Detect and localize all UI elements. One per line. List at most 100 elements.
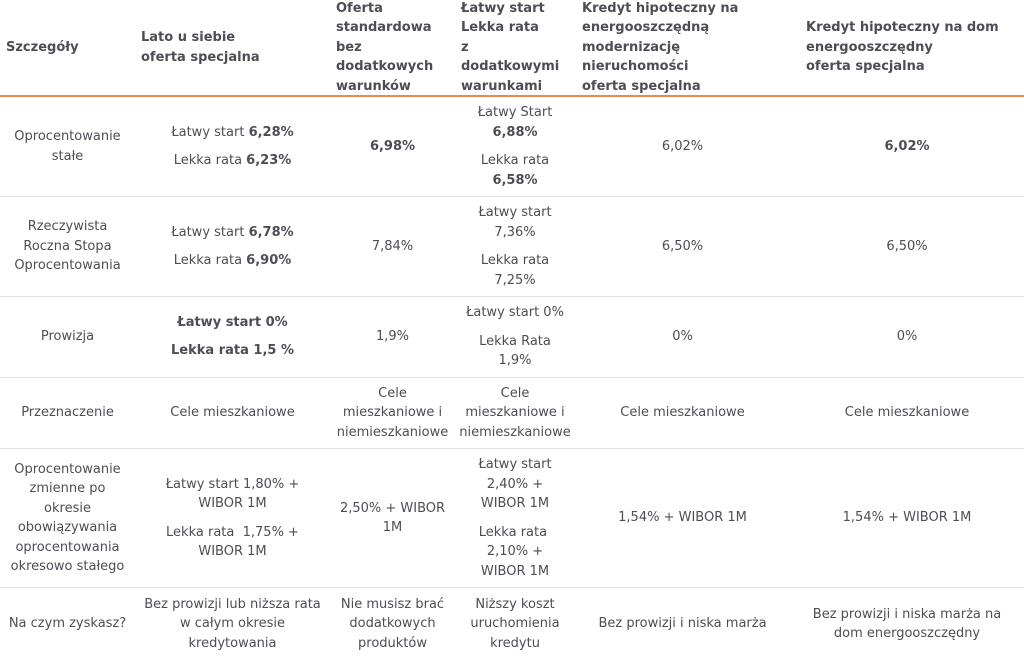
table-cell: Łatwy Start 6,88% Lekka rata 6,58% (455, 97, 575, 196)
cell-line: Łatwy start 6,78% (171, 223, 293, 243)
column-header-line: Kredyt hipoteczny na (582, 0, 739, 16)
table-cell: Bez prowizji i niska marża (575, 588, 790, 656)
table-row: Oprocentowanie stałe Łatwy start 6,28% Lek… (0, 97, 1024, 197)
column-header: Kredyt hipoteczny na energooszczędną mode… (575, 0, 790, 96)
cell-text: Łatwy start 2,40% + WIBOR 1M (478, 457, 552, 511)
cell-text: 1,54% + WIBOR 1M (842, 510, 972, 526)
cell-line: 1,9% (376, 327, 409, 347)
cell-text: 0% (672, 329, 693, 344)
cell-line: Łatwy start 2,40% + WIBOR 1M (463, 455, 567, 514)
cell-line: Bez prowizji i niska marża na dom energo… (798, 605, 1016, 644)
cell-line: Lekka rata 2,10% + WIBOR 1M (463, 523, 567, 582)
column-header: Łatwy start Lekka rata z dodatkowymi warunk… (455, 0, 575, 96)
table-cell: 7,84% (330, 197, 455, 296)
table-cell: 2,50% + WIBOR 1M (330, 449, 455, 587)
table-row: Na czym zyskasz? Bez prowizji lub niższa … (0, 588, 1024, 656)
table-cell: Niższy koszt uruchomienia kredytu (455, 588, 575, 656)
cell-text: Lekka rata 7,25% (480, 253, 550, 288)
cell-line: Cele mieszkaniowe (620, 403, 744, 423)
cell-text: 6,88% (492, 124, 538, 140)
table-cell: Bez prowizji lub niższa rata w całym okr… (135, 588, 330, 656)
cell-text: Nie musisz brać dodatkowych produktów (340, 596, 445, 651)
table-header-row: Szczegóły Lato u siebie oferta specjalna Of… (0, 0, 1024, 97)
cell-text: Łatwy start 1,80% + WIBOR 1M (165, 476, 300, 512)
cell-text: Łatwy start (171, 224, 249, 240)
cell-line: Bez prowizji lub niższa rata w całym okr… (143, 595, 322, 654)
table-cell: Bez prowizji i niska marża na dom energo… (790, 588, 1024, 656)
cell-line: Lekka rata 6,90% (174, 251, 292, 271)
cell-text: Cele mieszkaniowe i niemieszkaniowe (459, 385, 571, 440)
cell-line: 6,50% (886, 237, 927, 257)
row-label: Rzeczywista Roczna Stopa Oprocentowania (14, 219, 121, 274)
row-label: Na czym zyskasz? (8, 616, 127, 632)
cell-text: Lekka rata (173, 153, 247, 168)
cell-text: Lekka rata 1,5 % (171, 343, 294, 359)
cell-text: Niższy koszt uruchomienia kredytu (470, 596, 560, 651)
cell-text: 6,28% (248, 124, 294, 140)
column-header-line: warunków (336, 78, 411, 94)
cell-text: 6,58% (492, 172, 538, 188)
cell-text: Lekka rata (480, 153, 550, 168)
cell-line: 2,50% + WIBOR 1M (338, 499, 447, 538)
column-header-line: energooszczędny (806, 39, 933, 55)
table-cell: Łatwy start 0% Lekka Rata 1,9% (455, 297, 575, 377)
cell-line: Nie musisz brać dodatkowych produktów (338, 595, 447, 654)
row-label: Prowizja (40, 329, 95, 344)
table-row: Oprocentowanie zmienne po okresie obowią… (0, 449, 1024, 588)
column-header: Oferta standardowa bez dodatkowych warunków (330, 0, 455, 96)
table-cell: 0% (575, 297, 790, 377)
cell-line: 0% (897, 327, 918, 347)
cell-text: Lekka rata 1,75% + WIBOR 1M (166, 524, 299, 560)
cell-line: Niższy koszt uruchomienia kredytu (463, 595, 567, 654)
column-header-line: oferta specjalna (806, 59, 925, 75)
cell-line: Cele mieszkaniowe i niemieszkaniowe (459, 384, 570, 443)
cell-text: Lekka rata (173, 253, 247, 268)
column-header-line: oferta specjalna (141, 49, 260, 65)
cell-text: Bez prowizji lub niższa rata w całym okr… (144, 596, 321, 651)
cell-text: 0% (896, 329, 918, 344)
cell-text: 2,50% + WIBOR 1M (339, 500, 446, 536)
cell-line: 6,98% (370, 137, 415, 157)
cell-line: Łatwy start 0% (177, 313, 287, 333)
cell-line: Lekka rata 1,75% + WIBOR 1M (143, 523, 322, 562)
cell-line: Lekka rata 6,58% (463, 151, 567, 190)
column-header-line: Kredyt hipoteczny na dom (806, 20, 999, 36)
cell-text: 7,84% (371, 238, 414, 254)
cell-text: Łatwy start 0% (466, 305, 564, 320)
table-cell: Cele mieszkaniowe i niemieszkaniowe (455, 378, 575, 449)
cell-text: Cele mieszkaniowe i niemieszkaniowe (336, 385, 449, 440)
cell-text: Łatwy start 7,36% (478, 205, 552, 240)
table-cell: Cele mieszkaniowe (790, 378, 1024, 449)
cell-line: Cele mieszkaniowe (170, 403, 294, 423)
table-row: Przeznaczenie Cele mieszkaniowe Cele miesz… (0, 378, 1024, 449)
column-header-line: energooszczędną modernizację (582, 20, 710, 55)
cell-text: 6,78% (248, 224, 294, 240)
cell-text: Lekka Rata 1,9% (479, 333, 551, 369)
table-cell: Cele mieszkaniowe (135, 378, 330, 449)
table-cell: Cele mieszkaniowe (575, 378, 790, 449)
cell-text: Łatwy start 0% (177, 314, 288, 330)
table-cell: 6,02% (790, 97, 1024, 196)
table-cell: 6,50% (575, 197, 790, 296)
cell-line: 6,88% (492, 123, 537, 143)
row-label: Oprocentowanie stałe (14, 129, 121, 164)
column-header-line: warunkami (461, 78, 543, 94)
cell-line: Cele mieszkaniowe i niemieszkaniowe (337, 384, 448, 443)
column-header-line: Oferta (336, 0, 383, 16)
cell-line: Cele mieszkaniowe (845, 403, 969, 423)
cell-text: Bez prowizji i niska marża na dom energo… (812, 606, 1002, 642)
column-header-line: Lato u siebie (141, 30, 236, 45)
table-cell: Łatwy start 0% Lekka rata 1,5 % (135, 297, 330, 377)
table-cell: Łatwy start 6,28% Lekka rata 6,23% (135, 97, 330, 196)
cell-text: Bez prowizji i niska marża (598, 616, 767, 632)
cell-text: 6,98% (369, 138, 416, 154)
cell-line: Łatwy start 1,80% + WIBOR 1M (143, 475, 322, 514)
cell-text: 6,02% (884, 138, 930, 154)
cell-line: Łatwy start 6,28% (171, 123, 293, 143)
cell-text: 6,23% (246, 153, 292, 168)
cell-text: 6,02% (661, 138, 704, 154)
column-header: Kredyt hipoteczny na dom energooszczędny o… (790, 18, 1024, 77)
cell-line: Lekka rata 6,23% (174, 151, 292, 171)
